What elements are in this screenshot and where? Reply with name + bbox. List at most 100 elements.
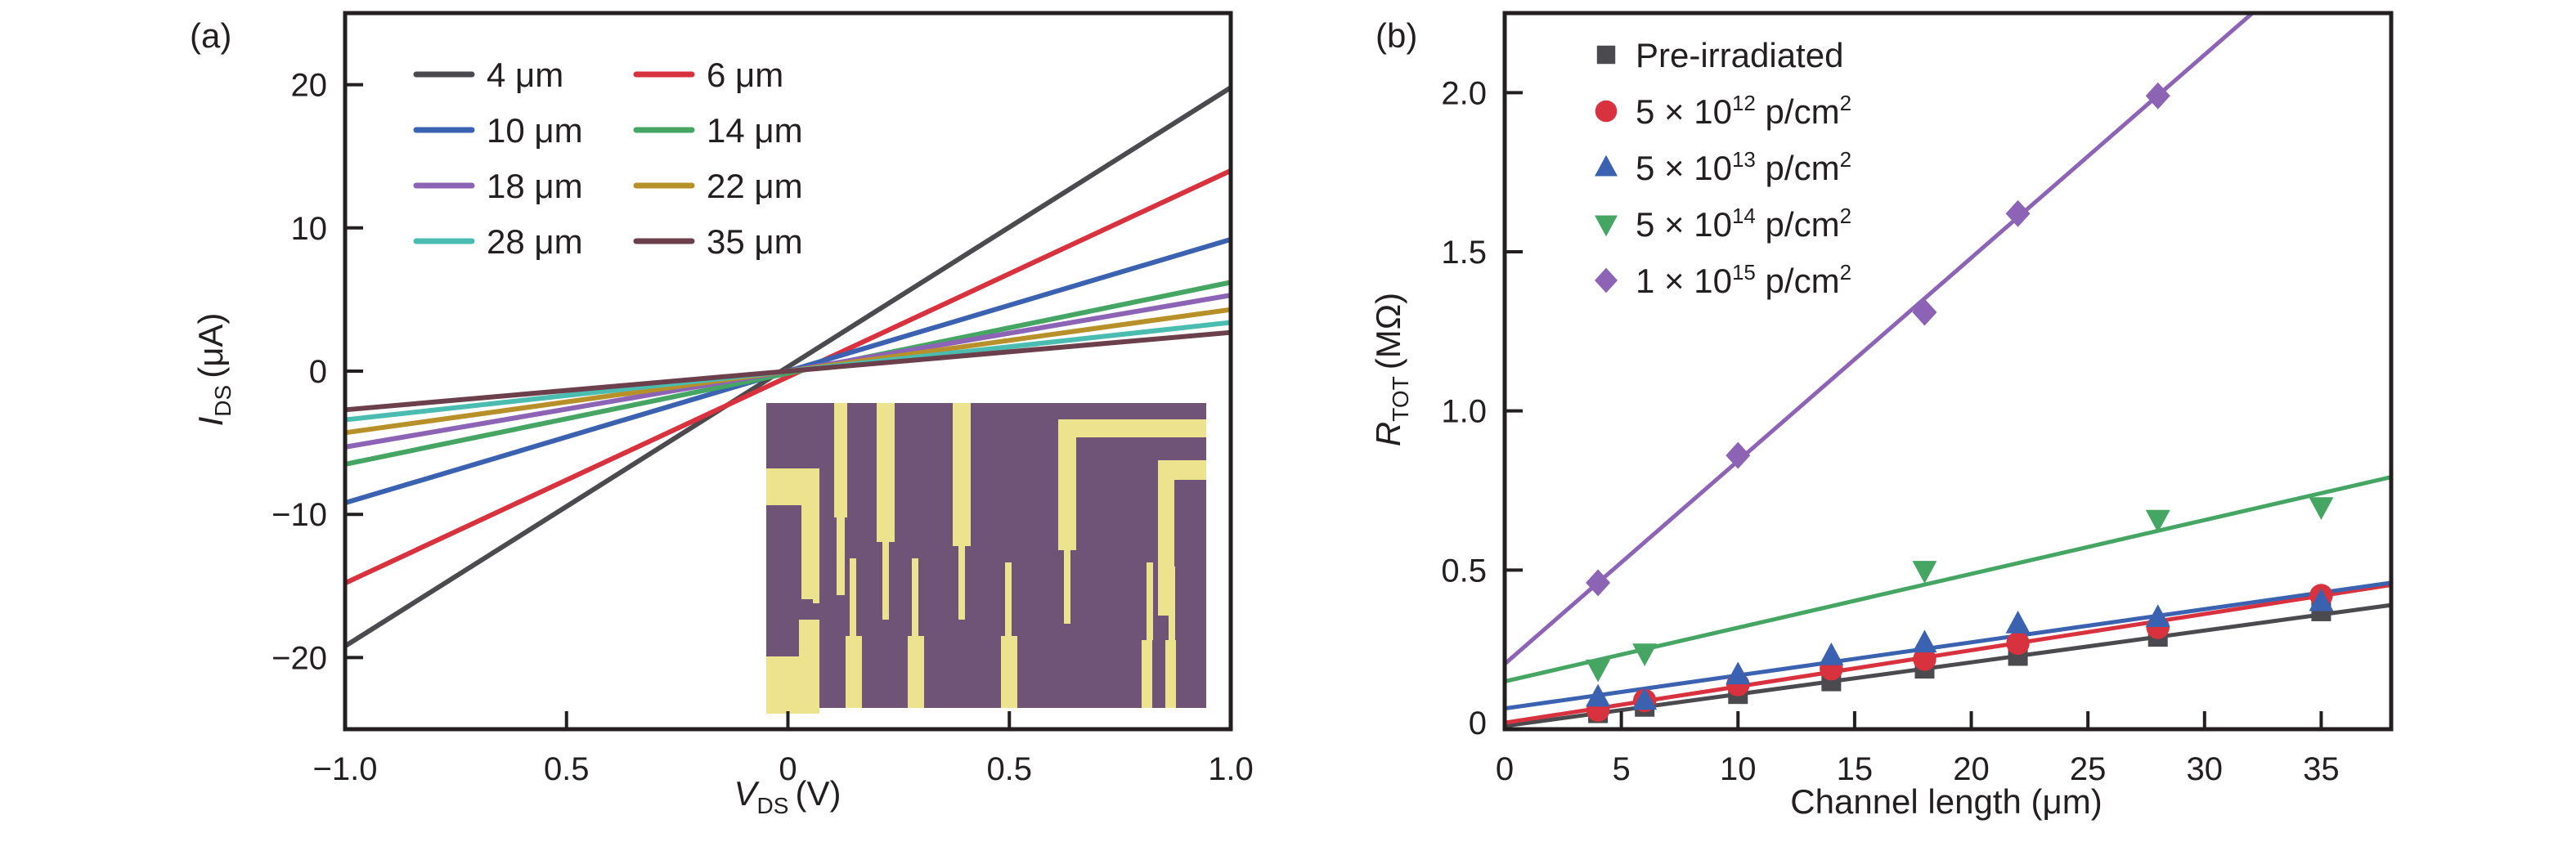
fit-line-diamond xyxy=(1505,13,2256,666)
panel-a-label: (a) xyxy=(190,16,231,55)
fit-line-triangle-up xyxy=(1505,580,2391,711)
x-axis-title-a: VDS (V) xyxy=(734,774,841,818)
iv-lines xyxy=(343,85,1232,648)
data-point-triangle-up xyxy=(1726,661,1751,685)
legend-item: 35 μm xyxy=(633,222,803,261)
legend-item: 4 μm xyxy=(413,56,563,94)
legend-label: 28 μm xyxy=(487,222,583,261)
data-point-diamond xyxy=(1726,441,1751,469)
data-point-diamond xyxy=(2005,199,2031,227)
legend-label: 14 μm xyxy=(707,111,803,150)
inset-electrode xyxy=(953,403,971,546)
panel-a: (a) −1.0 0.5 0 0.5 1.0 20 10 0 −10 −20 4 μm 6 μm 1… xyxy=(190,11,1254,818)
data-point-triangle-down xyxy=(1586,659,1611,683)
y-axis-symbol: I xyxy=(191,416,230,426)
legend-item: 5 × 1013 p/cm2 xyxy=(1595,147,1851,187)
inset-electrode xyxy=(958,546,965,620)
data-point-triangle-up xyxy=(2145,604,2170,627)
x-tick-label: 5 xyxy=(1613,751,1631,787)
legend-label: Pre-irradiated xyxy=(1636,36,1843,74)
data-point-triangle-down xyxy=(2145,509,2170,533)
inset-electrode xyxy=(1058,419,1206,437)
y-tick-label: 20 xyxy=(291,68,328,104)
legend-marker-circle xyxy=(1595,100,1618,123)
inset-electrode xyxy=(834,403,847,517)
legend-label: 22 μm xyxy=(707,167,803,205)
y-axis-ticks-b: 0 0.5 1.0 1.5 2.0 xyxy=(1441,75,1523,741)
x-tick-label: −1.0 xyxy=(313,751,378,787)
y-tick-label: −10 xyxy=(272,497,327,533)
legend-item: 6 μm xyxy=(633,56,783,94)
inset-electrode xyxy=(1001,636,1017,708)
y-axis-unit: (μA) xyxy=(191,313,230,378)
legend-label: 5 × 1013 p/cm2 xyxy=(1636,147,1851,187)
iv-line-35um xyxy=(344,329,1232,413)
legend-item: Pre-irradiated xyxy=(1596,36,1843,74)
inset-electrode xyxy=(1064,550,1070,624)
inset-substrate xyxy=(766,403,1206,708)
inset-electrode xyxy=(877,403,895,542)
data-point-triangle-up xyxy=(2309,588,2334,611)
y-axis-subscript-b: TOT xyxy=(1388,376,1413,421)
panel-b-frame xyxy=(1502,11,2394,732)
x-tick-label: 0 xyxy=(1496,751,1514,787)
legend-item: 5 × 1012 p/cm2 xyxy=(1595,91,1851,131)
inset-micrograph xyxy=(766,403,1206,714)
y-axis-subscript: DS xyxy=(210,385,236,417)
data-point-triangle-up xyxy=(1586,683,1611,707)
legend-item: 10 μm xyxy=(413,111,583,150)
legend-label: 18 μm xyxy=(487,167,583,205)
data-point-diamond xyxy=(1912,298,1937,326)
legend-label: 4 μm xyxy=(487,56,563,94)
legend-marker-triangle-up xyxy=(1595,155,1618,177)
inset-electrode xyxy=(799,620,819,714)
inset-electrode xyxy=(837,517,845,595)
y-tick-label: 10 xyxy=(291,211,328,247)
x-tick-label: 35 xyxy=(2303,751,2340,787)
x-axis-ticks-b: 0 5 10 15 20 25 30 35 xyxy=(1496,711,2340,787)
iv-line-6um xyxy=(343,168,1232,586)
y-axis-symbol-b: R xyxy=(1369,422,1407,446)
x-axis-ticks: −1.0 0.5 0 0.5 1.0 xyxy=(313,711,1254,787)
x-tick-label: 0.5 xyxy=(544,751,590,787)
data-points xyxy=(1586,82,2334,723)
x-tick-label: 15 xyxy=(1837,751,1874,787)
data-point-circle xyxy=(2006,631,2030,656)
x-axis-unit: (V) xyxy=(795,774,841,813)
inset-electrode xyxy=(1058,419,1076,550)
x-tick-label: 30 xyxy=(2187,751,2224,787)
x-tick-label: 1.0 xyxy=(1208,751,1254,787)
iv-line-4um xyxy=(343,85,1232,648)
y-axis-title-b: RTOT (MΩ) xyxy=(1369,293,1413,446)
inset-electrode xyxy=(882,542,889,620)
inset-electrode xyxy=(850,558,856,636)
legend-a: 4 μm 6 μm 10 μm 14 μm 18 μm 22 μm 28 μm 35 μm xyxy=(413,56,803,261)
inset-electrode xyxy=(1005,562,1012,636)
inset-electrode xyxy=(1142,640,1152,708)
legend-label: 10 μm xyxy=(487,111,583,150)
inset-electrode xyxy=(908,636,924,708)
y-tick-label: 1.5 xyxy=(1441,235,1487,271)
x-tick-label: 0.5 xyxy=(986,751,1032,787)
legend-item: 18 μm xyxy=(413,167,583,205)
y-tick-label: 1.0 xyxy=(1441,394,1487,430)
inset-electrode xyxy=(1147,562,1153,640)
data-point-diamond xyxy=(2145,82,2170,110)
legend-label: 5 × 1014 p/cm2 xyxy=(1636,204,1851,244)
legend-item: 22 μm xyxy=(633,167,803,205)
legend-b: Pre-irradiated 5 × 1012 p/cm2 5 × 1013 p/c… xyxy=(1595,36,1851,300)
data-point-circle xyxy=(1913,647,1936,671)
legend-label: 6 μm xyxy=(707,56,783,94)
legend-item: 1 × 1015 p/cm2 xyxy=(1595,260,1851,300)
legend-label: 1 × 1015 p/cm2 xyxy=(1636,260,1851,300)
y-tick-label: −20 xyxy=(272,640,327,676)
inset-electrode xyxy=(846,636,862,708)
x-axis-symbol: V xyxy=(734,774,761,813)
y-tick-label: 2.0 xyxy=(1441,75,1487,111)
y-axis-title-a: IDS (μA) xyxy=(191,313,236,427)
x-tick-label: 0 xyxy=(779,751,797,787)
data-point-triangle-up xyxy=(2005,611,2031,634)
legend-marker-triangle-down xyxy=(1595,215,1618,237)
data-point-diamond xyxy=(1586,569,1611,597)
